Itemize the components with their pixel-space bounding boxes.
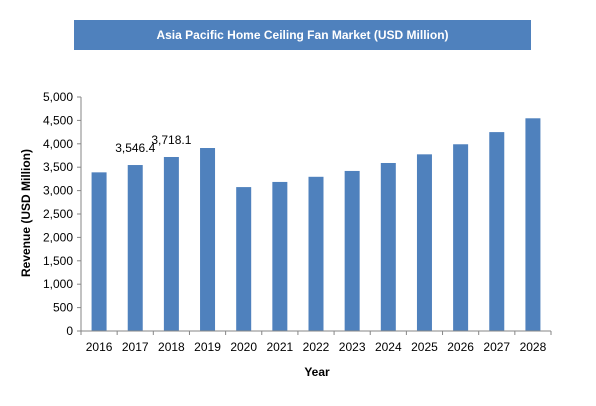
- y-tick-label: 3,000: [43, 184, 73, 198]
- y-tick-label: 2,500: [43, 207, 73, 221]
- y-tick-label: 4,000: [43, 137, 73, 151]
- x-tick-label: 2026: [447, 340, 474, 354]
- x-tick-label: 2028: [520, 340, 547, 354]
- x-tick-label: 2019: [194, 340, 221, 354]
- y-tick-label: 3,500: [43, 160, 73, 174]
- bar-2019: [200, 148, 215, 331]
- bar-2017: [128, 165, 143, 331]
- y-tick-label: 4,500: [43, 113, 73, 127]
- bar-2023: [345, 171, 360, 331]
- x-tick-label: 2018: [158, 340, 185, 354]
- y-axis-label: Revenue (USD Million): [19, 149, 33, 277]
- bar-2024: [381, 163, 396, 331]
- data-label-2017: 3,546.4: [115, 141, 155, 155]
- y-tick-label: 0: [66, 324, 73, 338]
- y-tick-label: 1,000: [43, 277, 73, 291]
- x-tick-label: 2016: [86, 340, 113, 354]
- bar-2020: [236, 187, 251, 331]
- x-tick-label: 2024: [375, 340, 402, 354]
- bar-2022: [309, 177, 324, 331]
- x-tick-label: 2017: [122, 340, 149, 354]
- x-tick-label: 2021: [266, 340, 293, 354]
- x-axis-ticks: 2016 2017 2018 2019 2020 2021 2022 2023 2024 2025…: [81, 331, 551, 354]
- y-tick-label: 1,500: [43, 254, 73, 268]
- x-tick-label: 2022: [303, 340, 330, 354]
- y-tick-label: 2,000: [43, 230, 73, 244]
- y-tick-label: 5,000: [43, 90, 73, 104]
- bar-2021: [272, 182, 287, 331]
- x-tick-label: 2027: [483, 340, 510, 354]
- data-labels-group: 3,546.43,718.1: [115, 133, 192, 155]
- bars-group: [92, 118, 541, 331]
- y-axis-ticks: 0 500 1,000 1,500 2,000 2,500 3,000 3,500 4,000 4…: [43, 90, 81, 338]
- bar-2016: [92, 172, 107, 331]
- bar-2027: [489, 132, 504, 331]
- y-tick-label: 500: [53, 301, 73, 315]
- x-tick-label: 2025: [411, 340, 438, 354]
- bar-2025: [417, 154, 432, 331]
- x-tick-label: 2023: [339, 340, 366, 354]
- bar-2026: [453, 144, 468, 331]
- data-label-2018: 3,718.1: [151, 133, 191, 147]
- x-tick-label: 2020: [230, 340, 257, 354]
- bar-2028: [525, 118, 540, 331]
- x-axis-label: Year: [304, 365, 330, 379]
- bar-2018: [164, 157, 179, 331]
